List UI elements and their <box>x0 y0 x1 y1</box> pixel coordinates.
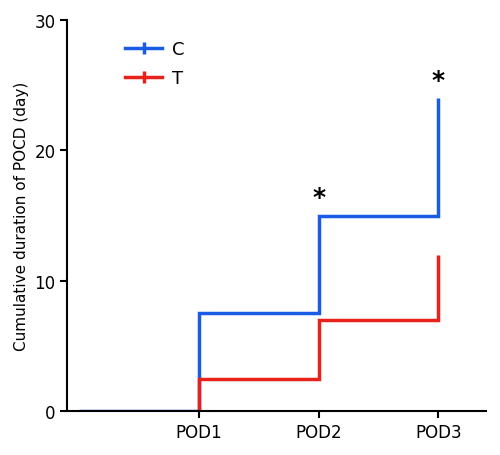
Legend: C, T: C, T <box>118 34 192 95</box>
Text: *: * <box>432 69 445 92</box>
Y-axis label: Cumulative duration of POCD (day): Cumulative duration of POCD (day) <box>14 82 29 350</box>
Text: *: * <box>312 186 325 210</box>
